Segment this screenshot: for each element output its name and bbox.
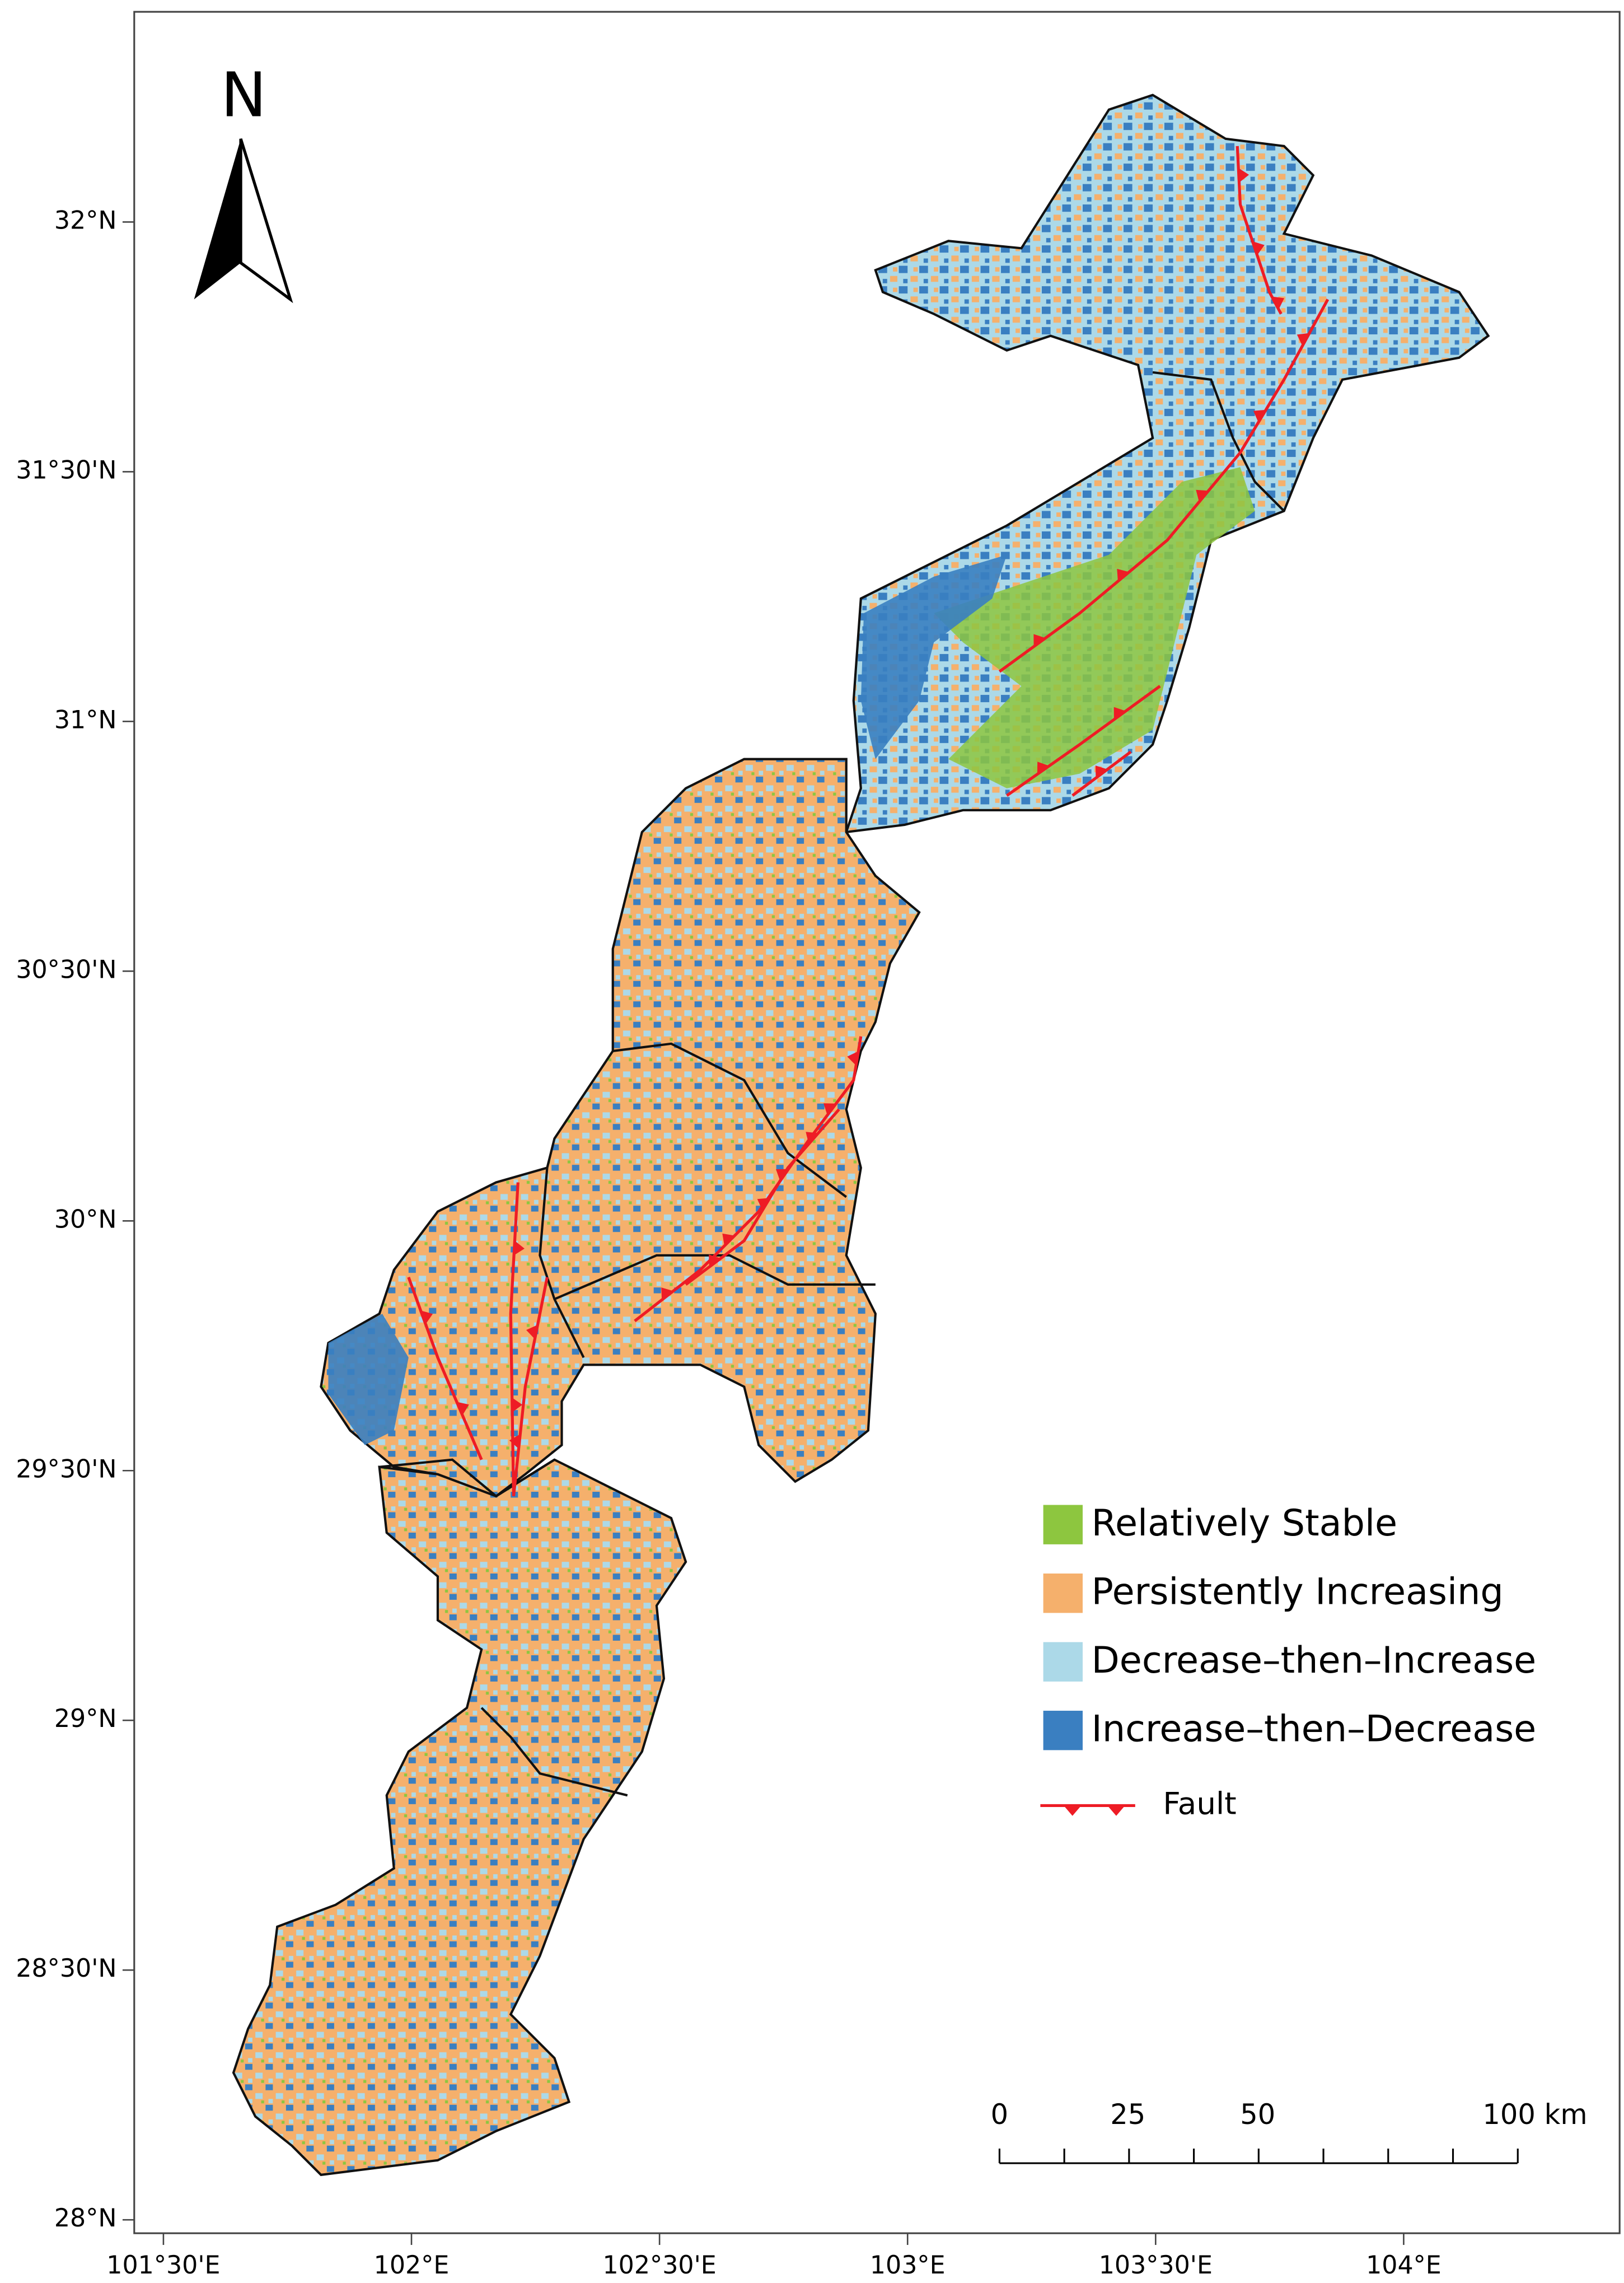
basin-south xyxy=(232,1458,687,2177)
basin-middle xyxy=(320,758,921,1498)
green-zone xyxy=(934,467,1255,788)
lon-label: 102°30'E xyxy=(603,2251,717,2280)
fault-tooth xyxy=(512,1397,523,1412)
fault-tooth xyxy=(823,1103,836,1115)
basin-boundary xyxy=(554,1254,876,1300)
fault-tooth xyxy=(1271,296,1285,310)
scale-label: 25 xyxy=(1110,2098,1145,2131)
lat-label: 31°30'N xyxy=(16,456,116,484)
legend-label: Relatively Stable xyxy=(1092,1502,1398,1544)
north-arrow-dark xyxy=(194,138,241,300)
fault-tooth xyxy=(420,1310,433,1324)
blue-zone xyxy=(860,554,1007,759)
fault-tooth xyxy=(514,1240,525,1255)
fault-tooth xyxy=(1113,707,1126,720)
lon-label: 102°E xyxy=(374,2251,450,2280)
fault-tooth xyxy=(722,1233,735,1246)
scale-label: 50 xyxy=(1240,2098,1275,2131)
legend-fault-label: Fault xyxy=(1163,1786,1236,1822)
legend-label: Increase–then–Decrease xyxy=(1092,1708,1537,1750)
lon-label: 104°E xyxy=(1366,2251,1442,2280)
legend-swatch xyxy=(1043,1505,1083,1544)
fault-line xyxy=(509,1182,549,1497)
fault-tooth xyxy=(661,1287,673,1300)
blue-zone-west xyxy=(328,1314,409,1445)
scale-label: 0 xyxy=(991,2098,1009,2131)
lat-label: 28°30'N xyxy=(16,1954,116,1983)
fault-tooth xyxy=(1037,762,1050,774)
north-arrow: N xyxy=(194,59,293,304)
north-label: N xyxy=(221,59,266,130)
legend-swatch xyxy=(1043,1711,1083,1750)
basin-north xyxy=(844,94,1490,834)
lat-label: 28°N xyxy=(54,2204,117,2233)
fault-tooth xyxy=(456,1402,469,1416)
lat-label: 31°N xyxy=(54,706,117,734)
basins xyxy=(232,94,1490,2177)
fault-line xyxy=(1005,685,1161,797)
legend-swatch xyxy=(1043,1642,1083,1682)
legend-swatch xyxy=(1043,1574,1083,1613)
fault-tooth xyxy=(1196,489,1209,502)
axis-ticks: 32°N 31°30'N 31°N 30°30'N 30°N 29°30'N 29°N 28°… xyxy=(16,206,1441,2280)
fault-tooth xyxy=(847,1051,859,1066)
fault-tooth xyxy=(1238,168,1249,183)
lon-label: 103°E xyxy=(870,2251,946,2280)
fault-tooth xyxy=(1253,409,1266,423)
basin-boundary xyxy=(1152,371,1285,512)
fault-tooth xyxy=(1297,333,1310,346)
fault-tooth xyxy=(806,1132,818,1145)
fault-tooth xyxy=(526,1324,538,1339)
legend-label: Decrease–then–Increase xyxy=(1092,1640,1537,1682)
basin-boundary xyxy=(612,1042,848,1198)
lat-label: 30°N xyxy=(54,1205,117,1234)
lat-label: 32°N xyxy=(54,206,117,235)
map-frame xyxy=(133,11,1621,2234)
faults xyxy=(407,146,1330,1497)
fault-tooth xyxy=(709,1254,721,1267)
basin-boundary xyxy=(480,1707,628,1797)
lat-label: 29°30'N xyxy=(16,1455,116,1483)
scale-bar: 0 25 50 100 km xyxy=(991,2098,1588,2164)
legend: Relatively Stable Persistently Increasing… xyxy=(1040,1502,1536,1822)
fault-tooth xyxy=(1117,568,1129,582)
fault-tooth xyxy=(757,1198,770,1211)
north-arrow-light xyxy=(239,138,293,304)
legend-fault-tooth xyxy=(1107,1805,1125,1816)
scale-label: 100 km xyxy=(1482,2098,1587,2131)
legend-fault-tooth xyxy=(1064,1805,1082,1816)
fault-tooth xyxy=(1252,241,1265,255)
fault-tooth xyxy=(1033,634,1046,647)
fault-tooth xyxy=(1095,765,1108,778)
legend-label: Persistently Increasing xyxy=(1092,1571,1504,1613)
basin-boundary xyxy=(379,1458,555,1498)
lat-label: 29°N xyxy=(54,1705,117,1733)
fault-tooth xyxy=(509,1434,521,1449)
fault-tooth xyxy=(776,1169,789,1182)
lon-label: 103°30'E xyxy=(1099,2251,1213,2280)
lon-label: 101°30'E xyxy=(106,2251,220,2280)
fault-line xyxy=(407,1277,483,1460)
lat-label: 30°30'N xyxy=(16,955,116,984)
